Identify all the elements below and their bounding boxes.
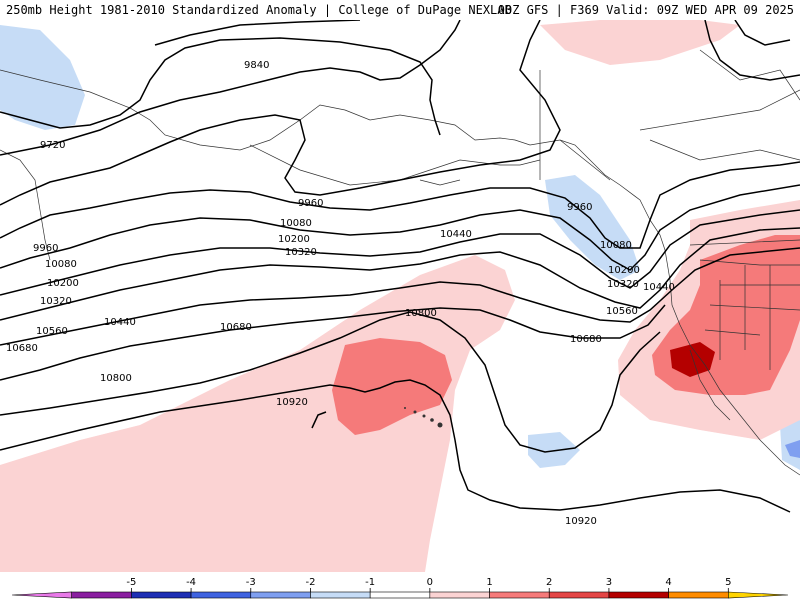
contour-10680 — [0, 304, 666, 381]
colorbar-cell — [131, 591, 192, 599]
contour-9960 — [0, 20, 561, 206]
colorbar-cell — [668, 591, 729, 599]
contour-9720 — [154, 20, 361, 46]
colorbar-tick-label: 4 — [665, 577, 671, 588]
contour-label: 10560 — [36, 326, 68, 337]
colorbar-cell — [190, 591, 252, 599]
contour-label: 10200 — [278, 234, 310, 245]
header: 250mb Height 1981-2010 Standardized Anom… — [0, 0, 800, 20]
contour-9840 — [0, 20, 461, 156]
colorbar: -5 -4 -3 -2 -1 0 1 2 3 4 5 — [11, 577, 789, 599]
colorbar-cells — [11, 591, 789, 599]
contour-9720-main — [0, 37, 441, 136]
contour-10200 — [0, 184, 800, 271]
anomaly-map: 9720 9840 9960 9960 9960 10080 10080 100… — [0, 20, 800, 572]
positive-anomaly-area — [540, 20, 740, 65]
contour-label: 10320 — [40, 296, 72, 307]
contour-10920 — [0, 379, 791, 513]
colorbar-cell — [608, 591, 669, 599]
colorbar-cell — [310, 591, 371, 599]
contour-label: 10800 — [100, 373, 132, 384]
colorbar-tick-label: 2 — [546, 577, 552, 588]
height-contours — [0, 20, 800, 513]
contour-10560 — [0, 247, 800, 346]
colorbar-ticks: -5 -4 -3 -2 -1 0 1 2 3 4 5 — [126, 577, 731, 592]
contour-label: 10080 — [600, 240, 632, 251]
colorbar-cell — [11, 591, 72, 599]
contour-label: 10440 — [104, 317, 136, 328]
contour-label: 9960 — [567, 202, 592, 213]
colorbar-cell — [71, 591, 132, 599]
negative-anomaly-area — [785, 440, 800, 458]
colorbar-tick-label: 1 — [486, 577, 492, 588]
contour-label: 10200 — [608, 265, 640, 276]
anomaly-shading — [0, 20, 800, 572]
contour-label: 9840 — [244, 60, 269, 71]
contour-ne-inner — [734, 20, 791, 46]
positive-anomaly-area — [670, 342, 715, 377]
colorbar-tick-label: -5 — [126, 577, 136, 588]
colorbar-tick-label: -1 — [365, 577, 375, 588]
contour-label: 10440 — [440, 229, 472, 240]
contour-label: 10680 — [6, 343, 38, 354]
colorbar-cell — [548, 591, 610, 599]
contour-label: 10920 — [276, 397, 308, 408]
colorbar-cell — [429, 591, 490, 599]
positive-anomaly-area — [332, 338, 452, 435]
colorbar-tick-label: 5 — [725, 577, 731, 588]
colorbar-cell — [369, 591, 431, 599]
hawaiian-islands — [404, 407, 443, 428]
contour-label: 10680 — [220, 322, 252, 333]
contour-10080 — [0, 161, 800, 249]
colorbar-tick-label: -2 — [305, 577, 315, 588]
negative-anomaly-area — [0, 25, 85, 130]
negative-anomaly-area — [528, 432, 580, 468]
colorbar-tick-label: 0 — [427, 577, 433, 588]
contour-10800 — [0, 311, 661, 453]
contour-label: 10800 — [405, 308, 437, 319]
contour-10920-dip — [311, 411, 327, 429]
colorbar-tick-label: -4 — [186, 577, 196, 588]
contour-label: 10320 — [285, 247, 317, 258]
colorbar-tick-label: -3 — [246, 577, 256, 588]
contour-label: 10560 — [606, 306, 638, 317]
contour-ne — [704, 20, 800, 81]
contour-label: 9720 — [40, 140, 65, 151]
colorbar-cell — [250, 591, 311, 599]
contour-label: 10080 — [45, 259, 77, 270]
colorbar-tick-label: 3 — [606, 577, 612, 588]
coastlines — [0, 49, 800, 476]
model-valid-time: 00Z GFS | F369 Valid: 09Z WED APR 09 202… — [497, 3, 794, 17]
map-title: 250mb Height 1981-2010 Standardized Anom… — [6, 3, 512, 17]
colorbar-cell — [489, 591, 550, 599]
contour-label: 10200 — [47, 278, 79, 289]
colorbar-cell — [728, 591, 789, 599]
contour-10440 — [0, 227, 800, 321]
contour-label: 10320 — [607, 279, 639, 290]
contour-label: 9960 — [298, 198, 323, 209]
contour-label: 10680 — [570, 334, 602, 345]
positive-anomaly-area — [0, 255, 515, 572]
contour-10320 — [0, 209, 800, 296]
contour-label: 9960 — [33, 243, 58, 254]
contour-label: 10440 — [643, 282, 675, 293]
contour-label: 10080 — [280, 218, 312, 229]
contour-label: 10920 — [565, 516, 597, 527]
contour-labels: 9720 9840 9960 9960 9960 10080 10080 100… — [6, 60, 675, 527]
